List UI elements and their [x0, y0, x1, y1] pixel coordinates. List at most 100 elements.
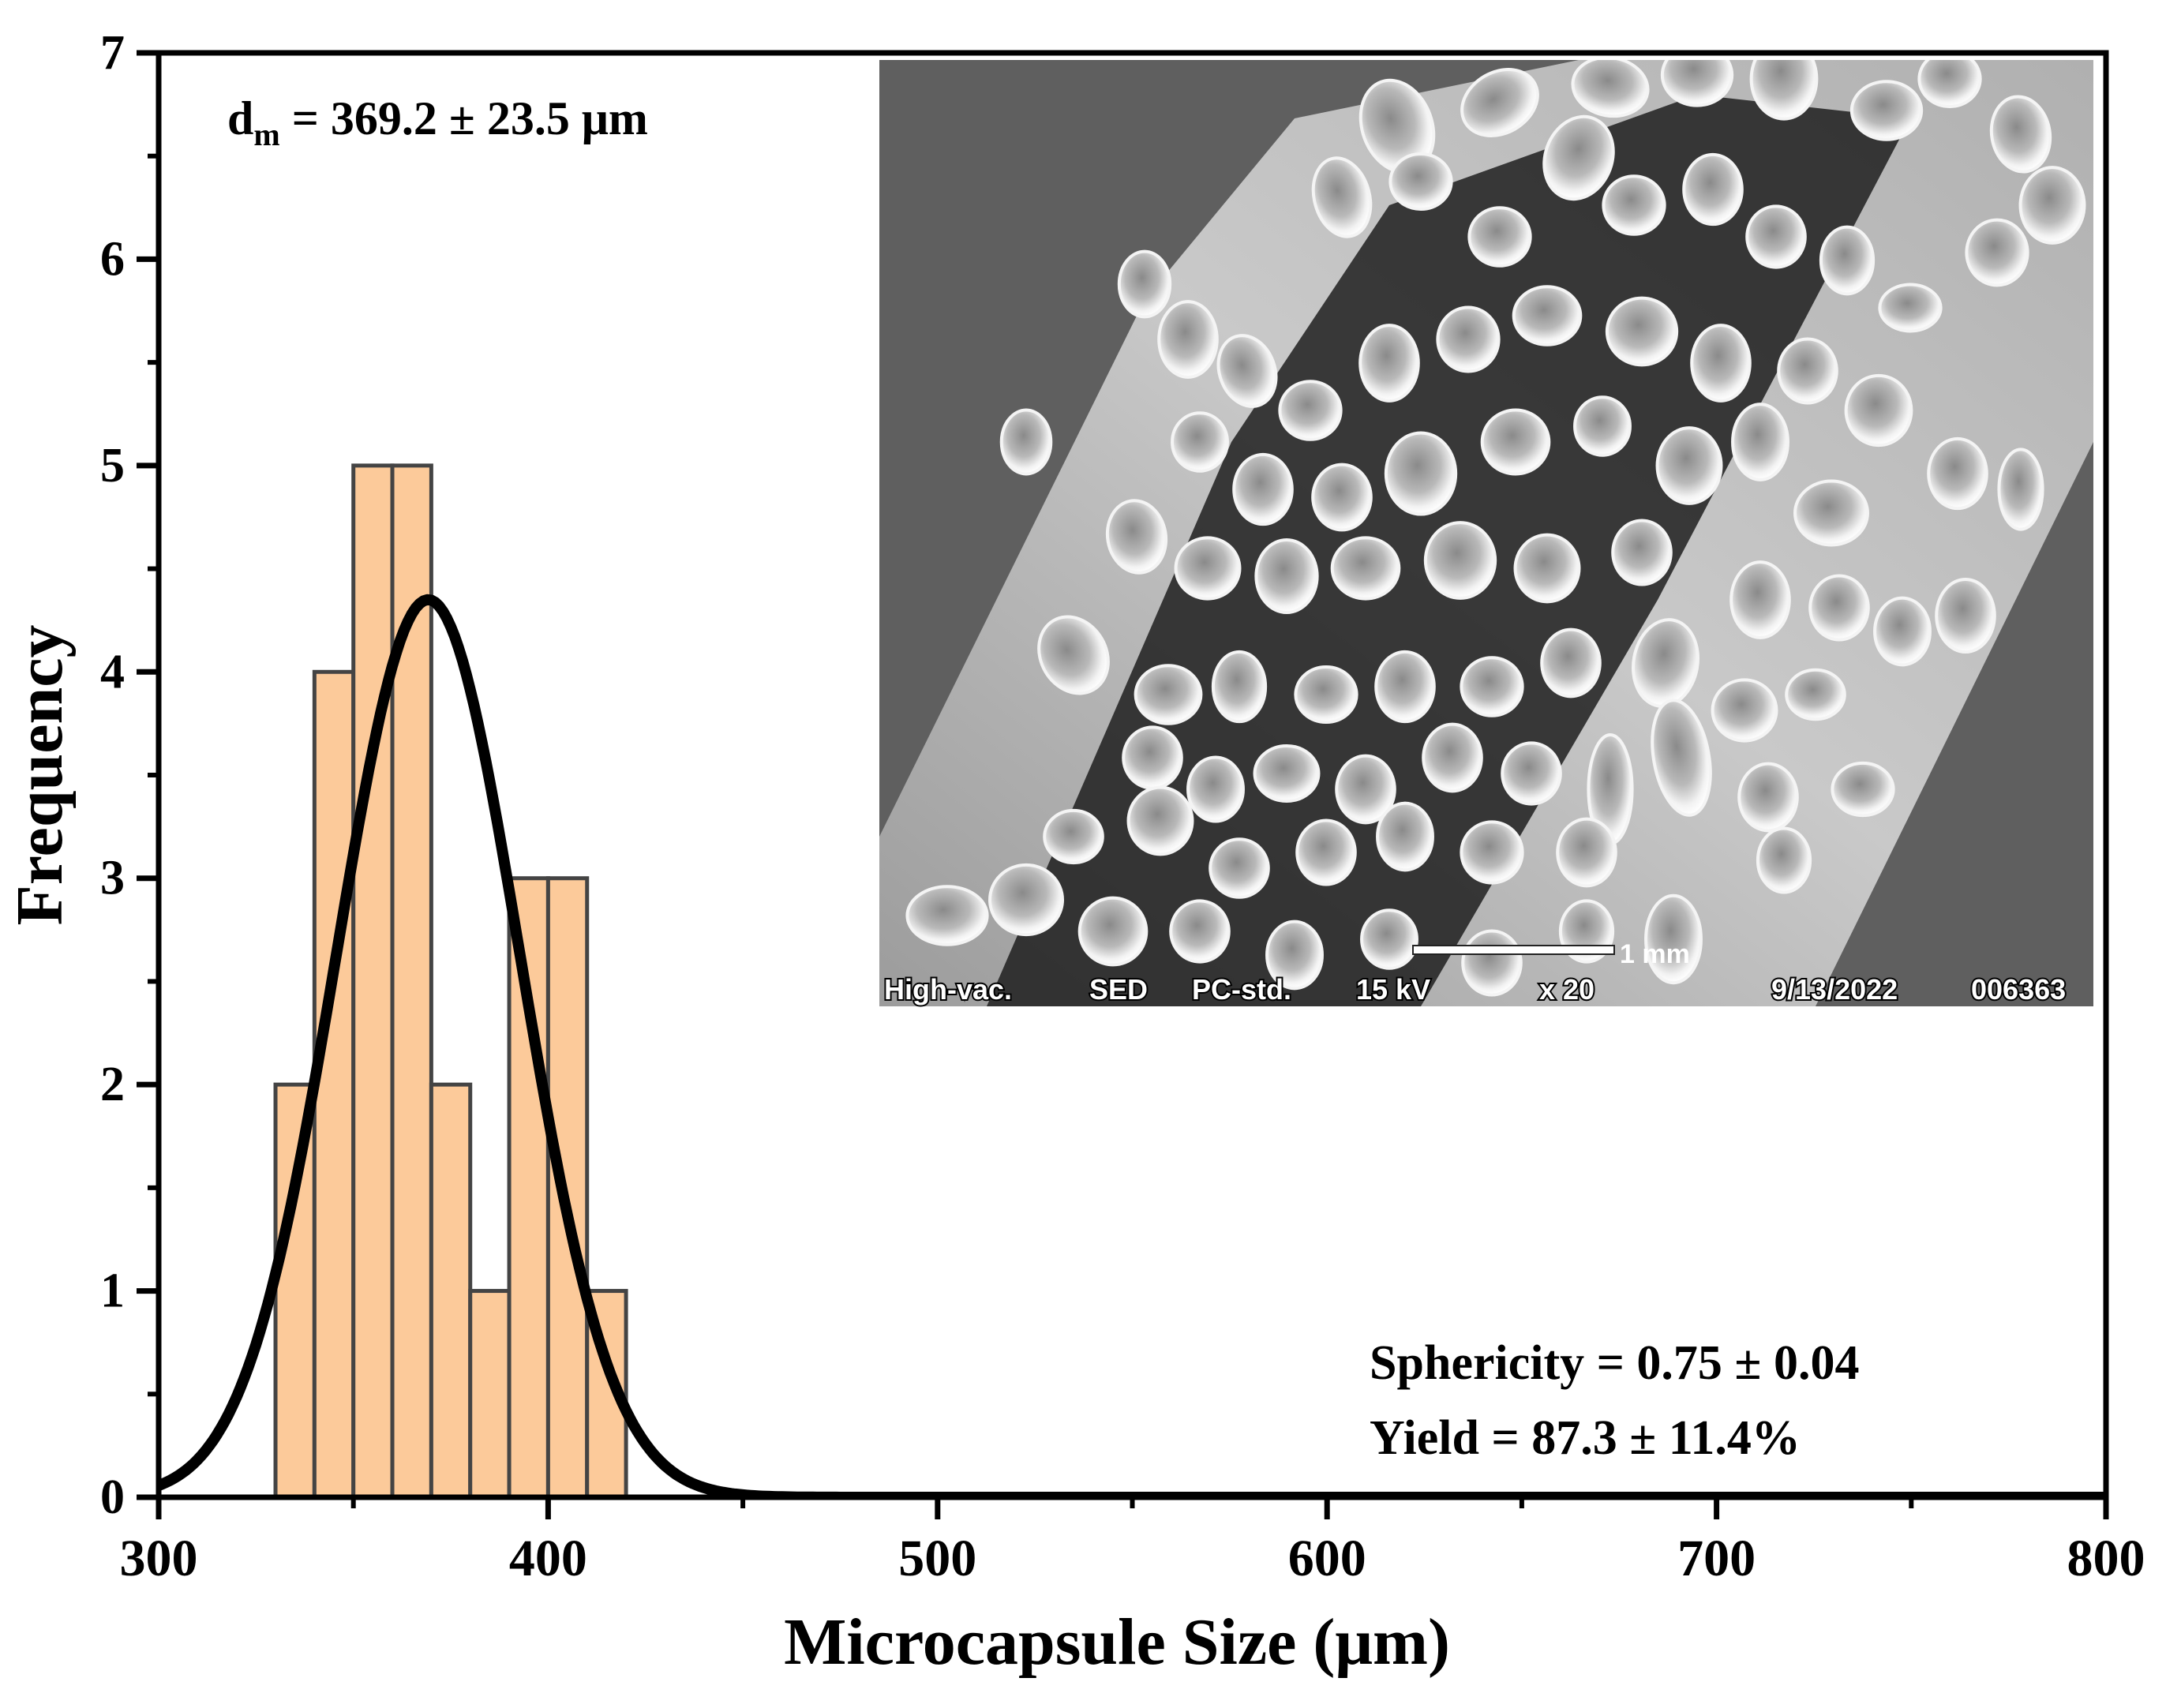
sem-microcapsule: [1169, 899, 1231, 964]
normal-fit-curve: [159, 594, 2106, 1497]
sem-microcapsule: [1278, 380, 1343, 441]
sem-microcapsule: [1651, 699, 1712, 817]
sem-microcapsule: [1436, 305, 1501, 373]
sem-microcapsule: [1216, 334, 1278, 408]
sem-microcapsule: [1384, 431, 1458, 516]
sem-microcapsule: [988, 863, 1064, 937]
histogram-bar: [273, 1082, 317, 1500]
sem-microcapsule: [1644, 893, 1703, 985]
sem-microcapsule: [1808, 574, 1870, 642]
sem-microcapsule: [1253, 744, 1321, 803]
sem-microcapsule: [1540, 627, 1602, 699]
y-tick-label: 7: [100, 26, 125, 80]
sphericity-annotation: Sphericity = 0.75 ± 0.04: [1370, 1336, 1859, 1390]
sem-microcapsule: [1171, 411, 1229, 473]
sem-vacuum-label: High-vac.: [884, 973, 1012, 1006]
histogram-bar: [468, 1289, 512, 1500]
y-axis-title: Frequency: [3, 624, 77, 925]
sem-microcapsule: [1917, 60, 1982, 108]
sem-microcapsule: [1777, 337, 1838, 405]
sem-microcapsule: [1690, 324, 1752, 403]
sem-microcapsule: [1873, 596, 1932, 667]
sem-microcapsule: [1745, 204, 1807, 269]
sem-microcapsule: [1105, 499, 1168, 575]
sem-date-label: 9/13/2022: [1771, 973, 1898, 1006]
sem-microcapsule: [2018, 166, 2086, 245]
sem-microcapsule: [1423, 521, 1497, 600]
sem-microcapsule: [1211, 650, 1268, 724]
sem-microcapsule: [1358, 324, 1420, 403]
sem-scale-bar-label: 1 mm: [1620, 939, 1690, 969]
sem-microcapsule: [1542, 114, 1615, 201]
sem-microcapsule: [1311, 463, 1373, 532]
sem-microcapsule: [1573, 395, 1632, 457]
sem-microcapsule: [1460, 68, 1539, 137]
sem-microcapsule: [1512, 285, 1583, 346]
y-tick-label: 6: [100, 232, 125, 286]
sem-microcapsule: [1254, 538, 1319, 614]
histogram-bar: [351, 463, 395, 1500]
y-tick-label: 0: [100, 1470, 125, 1524]
sem-microcapsule: [1265, 920, 1324, 991]
sem-microcapsule: [1374, 650, 1436, 724]
sem-microcapsule: [1935, 578, 1996, 654]
sem-microcapsule: [1209, 837, 1270, 899]
sem-microcapsule: [1043, 808, 1104, 865]
sem-microcapsule: [1785, 668, 1846, 721]
sem-microcapsule: [1682, 152, 1744, 227]
x-tick-label: 800: [2067, 1530, 2145, 1587]
y-axis-ticks: 0 1 2 3 4 5 6 7: [100, 26, 159, 1524]
dm-value: = 369.2 ± 23.5 μm: [280, 92, 648, 144]
sem-microcapsule: [1965, 218, 2029, 287]
x-axis-title: Microcapsule Size (μm): [784, 1605, 1450, 1679]
sem-microcapsule: [1849, 80, 1924, 141]
sem-microcapsule: [1556, 817, 1617, 888]
x-tick-label: 600: [1288, 1530, 1366, 1587]
sem-microcapsule: [1186, 755, 1245, 823]
sem-microcapsule: [1295, 818, 1357, 886]
sem-microcapsule: [1461, 929, 1523, 997]
sem-microcapsule: [1997, 448, 2044, 531]
sem-microcapsule: [1134, 664, 1203, 725]
histogram-bar: [507, 876, 550, 1500]
y-tick-label: 4: [100, 645, 125, 699]
sem-microcapsule: [1460, 820, 1524, 885]
sem-microcapsule: [1157, 300, 1219, 379]
sem-microcapsule: [1819, 225, 1876, 296]
sem-mode-label: PC-std.: [1192, 973, 1291, 1006]
sem-microcapsule: [1927, 436, 1988, 511]
sem-microcapsule: [999, 408, 1053, 476]
sem-microcapsule: [1756, 826, 1812, 894]
x-tick-label: 300: [120, 1530, 198, 1587]
sem-microcapsule: [1174, 536, 1242, 601]
sem-microcapsule: [1844, 373, 1913, 448]
sem-microcapsule: [1360, 908, 1418, 970]
sem-microcapsule: [1711, 678, 1778, 743]
sem-microcapsule: [1731, 403, 1789, 481]
y-tick-label: 3: [100, 852, 125, 905]
sem-microcapsule: [1311, 156, 1373, 238]
sem-microcapsule: [1126, 785, 1194, 856]
sem-microcapsule: [1122, 725, 1183, 790]
sem-microcapsule: [1460, 656, 1524, 717]
sem-microcapsule: [1422, 722, 1483, 793]
sem-microcapsule: [1749, 60, 1819, 121]
sem-magnification-label: x 20: [1539, 973, 1595, 1006]
sem-microcapsule: [1729, 560, 1791, 639]
x-tick-label: 700: [1677, 1530, 1756, 1587]
mean-diameter-annotation: dm = 369.2 ± 23.5 μm: [227, 92, 648, 152]
sem-microcapsule: [1117, 249, 1172, 319]
histogram-bar: [312, 669, 356, 1500]
sem-microcapsule: [1989, 95, 2052, 174]
sem-microcapsule: [1571, 60, 1650, 118]
sem-microcapsule: [1077, 896, 1149, 967]
dm-subscript: m: [253, 117, 279, 152]
y-tick-label: 5: [100, 439, 125, 493]
sem-microcapsule: [1388, 152, 1453, 211]
sem-detector-label: SED: [1089, 973, 1148, 1006]
sem-microcapsule: [1232, 452, 1294, 526]
y-tick-label: 1: [100, 1264, 125, 1318]
sem-microcapsule: [1655, 426, 1723, 505]
